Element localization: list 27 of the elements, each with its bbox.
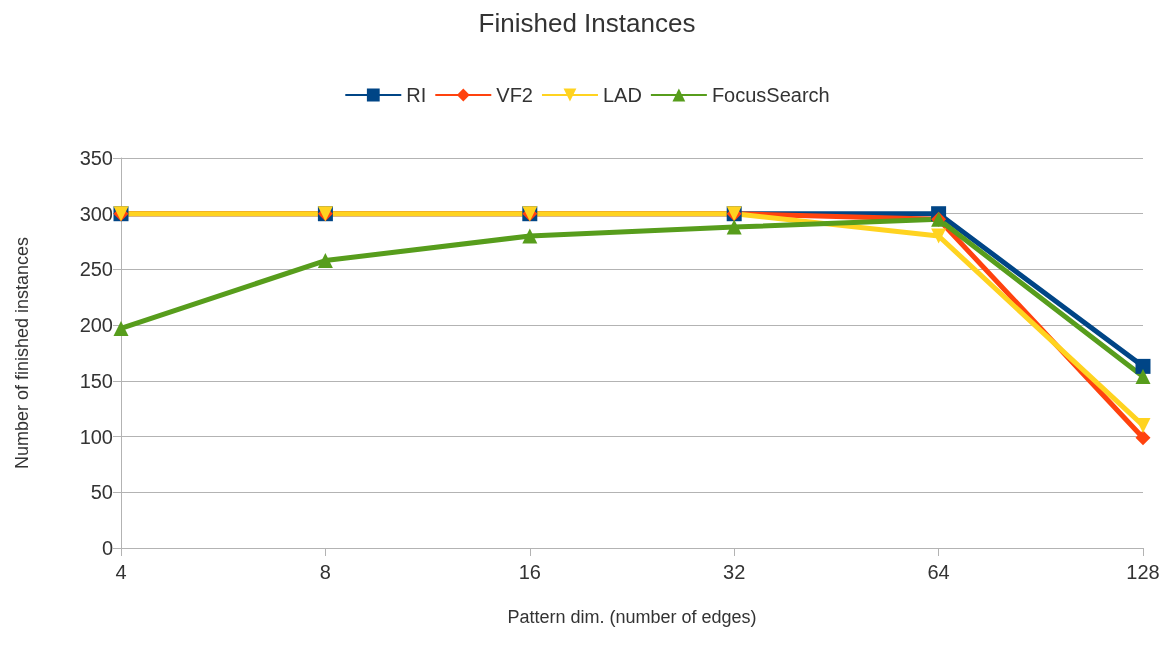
y-tick-label: 100 [79, 425, 113, 448]
y-tick-label: 300 [79, 202, 113, 225]
y-tick-label: 250 [79, 258, 113, 281]
point [1135, 358, 1151, 374]
point [1135, 368, 1151, 384]
x-tick-label: 4 [115, 561, 127, 583]
legend-label: VF2 [496, 84, 533, 106]
legend-label: FocusSearch [711, 84, 830, 106]
point [317, 253, 333, 269]
y-tick-label: 200 [79, 314, 113, 337]
y-tick-label: 150 [79, 369, 113, 392]
y-axis-title: Number of finished instances [12, 236, 32, 470]
chart-title: Finished Instances [478, 8, 696, 38]
point [1135, 430, 1151, 446]
y-tick-label: 50 [90, 481, 113, 504]
y-tick-label: 0 [101, 537, 113, 559]
x-tick-label: 32 [723, 561, 746, 583]
x-tick-label: 8 [319, 561, 331, 583]
x-tick-label: 16 [518, 561, 541, 583]
x-axis-title: Pattern dim. (number of edges) [507, 607, 757, 627]
x-tick-label: 64 [927, 561, 950, 583]
legend-label: RI [406, 84, 427, 106]
x-tick-label: 128 [1126, 561, 1160, 583]
point [522, 228, 538, 244]
point [726, 219, 742, 235]
legend-label: LAD [602, 84, 642, 106]
y-tick-label: 350 [79, 147, 113, 169]
